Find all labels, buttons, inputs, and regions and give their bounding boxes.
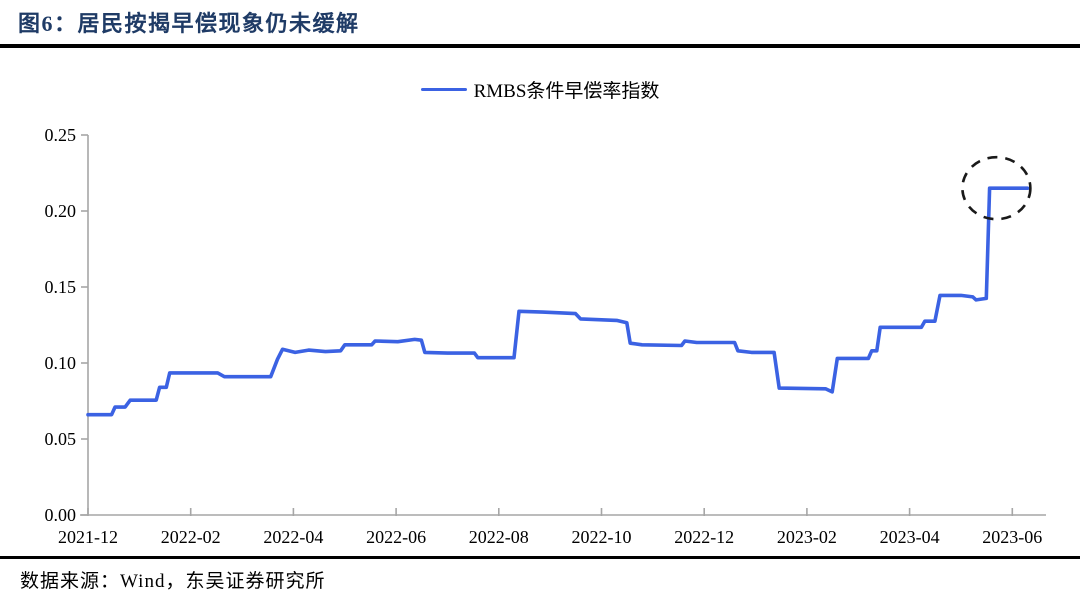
y-tick-label: 0.15 bbox=[45, 277, 77, 297]
x-tick-label: 2021-12 bbox=[58, 527, 118, 547]
legend-line-marker bbox=[420, 87, 467, 91]
y-tick-label: 0.10 bbox=[45, 353, 77, 373]
y-tick-label: 0.20 bbox=[45, 201, 77, 221]
highlight-dashed-circle bbox=[961, 155, 1032, 221]
x-tick-label: 2023-06 bbox=[982, 527, 1042, 547]
title-divider bbox=[0, 44, 1080, 48]
x-tick-label: 2022-02 bbox=[161, 527, 221, 547]
y-tick-label: 0.05 bbox=[45, 429, 77, 449]
x-tick-label: 2022-10 bbox=[572, 527, 632, 547]
x-tick-label: 2022-12 bbox=[674, 527, 734, 547]
legend-label: RMBS条件早偿率指数 bbox=[473, 80, 660, 102]
data-source: 数据来源：Wind，东吴证券研究所 bbox=[20, 571, 326, 592]
rmbs-prepayment-series-line bbox=[86, 186, 1030, 417]
x-tick-label: 2022-04 bbox=[263, 527, 323, 547]
x-tick-label: 2023-02 bbox=[777, 527, 837, 547]
footer-divider bbox=[0, 556, 1080, 559]
chart-legend: RMBS条件早偿率指数 bbox=[0, 77, 1080, 102]
y-tick-label: 0.25 bbox=[45, 125, 77, 145]
figure-title: 图6：居民按揭早偿现象仍未缓解 bbox=[18, 11, 360, 36]
x-tick-label: 2023-04 bbox=[880, 527, 940, 547]
y-tick-label: 0.00 bbox=[45, 505, 77, 525]
prepayment-rate-line-chart: 0.00 0.05 0.10 0.15 0.20 0.25 2021-12 2022-02 20… bbox=[45, 125, 1046, 547]
x-tick-label: 2022-08 bbox=[469, 527, 529, 547]
x-tick-label: 2022-06 bbox=[366, 527, 426, 547]
